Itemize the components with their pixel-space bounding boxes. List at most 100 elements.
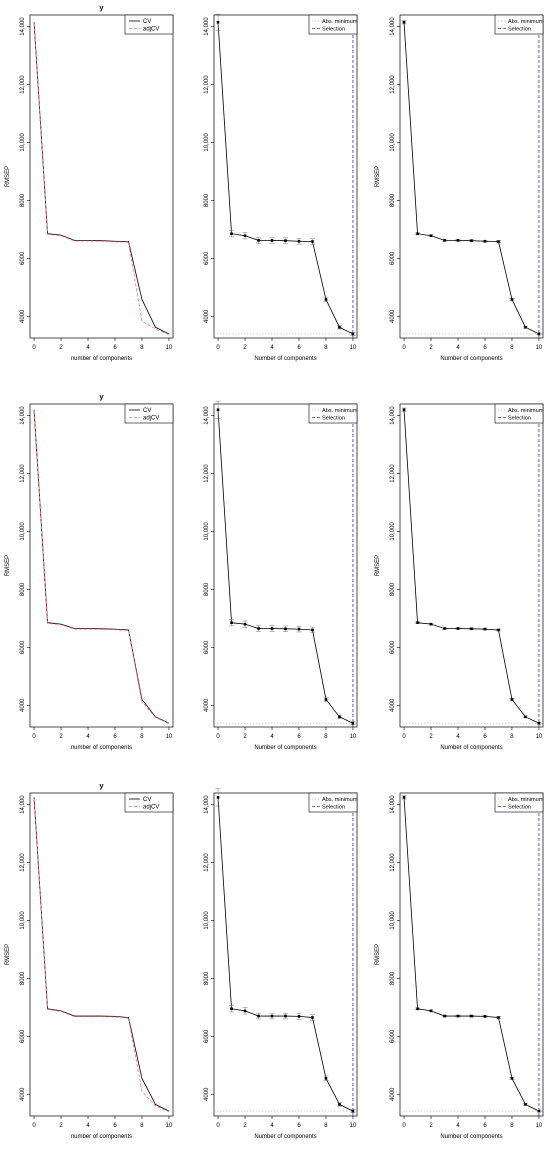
x-tick-label: 0: [216, 734, 220, 740]
y-tick-label: 4000: [390, 698, 396, 712]
data-point: [324, 1077, 328, 1080]
x-tick-label: 8: [510, 734, 514, 740]
y-axis-label: RMSEP: [5, 944, 11, 965]
data-point: [216, 20, 220, 24]
legend-box: [308, 792, 358, 813]
data-point: [402, 796, 406, 799]
data-point: [351, 721, 355, 725]
x-tick-label: 6: [113, 734, 117, 740]
y-tick-label: 10,000: [204, 133, 210, 152]
y-tick-label: 14,000: [390, 795, 396, 814]
y-tick-label: 14,000: [390, 17, 396, 36]
legend-entry: Selection: [508, 27, 531, 33]
data-point: [216, 408, 220, 412]
y-tick-label: 8000: [20, 971, 26, 985]
data-point: [324, 298, 328, 301]
y-tick-label: 6000: [20, 640, 26, 654]
plot-frame: [399, 792, 544, 1117]
x-tick-label: 2: [59, 1123, 63, 1129]
data-point: [402, 408, 406, 412]
y-tick-label: 10,000: [204, 911, 210, 930]
x-tick-label: 0: [32, 345, 36, 351]
legend-box: [308, 403, 358, 424]
x-tick-label: 4: [86, 1123, 90, 1129]
x-tick-label: 10: [536, 734, 543, 740]
x-tick-label: 0: [402, 345, 406, 351]
legend-entry: Abs. minimum: [508, 797, 544, 803]
panel-r2c0: 0 2 4 6 8 10 4000 6000 8000 10,000 12,000 14,000 num…: [5, 781, 174, 1140]
legend: Abs. minimum Selection: [308, 792, 358, 813]
legend-entry: adjCV: [143, 416, 159, 422]
data-point: [483, 239, 487, 243]
y-tick-label: 4000: [20, 1087, 26, 1101]
x-tick-label: 8: [324, 734, 328, 740]
x-tick-label: 2: [243, 1123, 247, 1129]
series-line-adjcv: [33, 23, 170, 335]
data-point: [497, 240, 500, 243]
x-tick-label: 8: [324, 1123, 328, 1129]
data-point: [338, 715, 341, 719]
legend: Abs. minimum Selection: [494, 792, 544, 813]
y-tick-label: 6000: [20, 1029, 26, 1043]
x-tick-label: 6: [297, 345, 301, 351]
x-tick-label: 8: [510, 1123, 514, 1129]
x-tick-label: 10: [350, 1123, 357, 1129]
legend-entry: Abs. minimum: [322, 19, 358, 25]
data-point: [416, 621, 419, 625]
x-tick-label: 8: [510, 345, 514, 351]
data-point: [510, 1077, 514, 1080]
x-tick-label: 10: [166, 345, 173, 351]
y-axis-label: RMSEP: [5, 166, 11, 187]
x-tick-label: 0: [216, 1123, 220, 1129]
data-point: [456, 1014, 460, 1018]
legend-entry: Selection: [322, 805, 345, 811]
data-point: [470, 239, 473, 242]
legend: Abs. minimum Selection: [494, 403, 544, 424]
data-point: [284, 239, 287, 242]
legend: Abs. minimum Selection: [308, 403, 358, 424]
x-tick-label: 6: [113, 345, 117, 351]
x-tick-label: 8: [140, 734, 144, 740]
y-tick-label: 12,000: [204, 853, 210, 872]
x-tick-label: 10: [166, 1123, 173, 1129]
x-tick-label: 10: [166, 734, 173, 740]
legend-box: [494, 403, 544, 424]
data-point: [257, 1014, 260, 1018]
y-tick-label: 14,000: [204, 406, 210, 425]
data-point: [338, 1103, 341, 1106]
rmsep-line: [403, 409, 540, 724]
y-tick-label: 12,000: [204, 75, 210, 94]
x-axis-label: Number of components: [254, 356, 316, 362]
y-tick-label: 6000: [390, 251, 396, 265]
rmsep-line: [217, 22, 354, 335]
x-axis-label: number of components: [71, 1134, 132, 1140]
data-point: [416, 1007, 419, 1011]
data-point: [483, 627, 487, 631]
data-point: [297, 1015, 301, 1018]
data-point: [311, 628, 314, 632]
y-tick-label: 4000: [204, 698, 210, 712]
x-tick-label: 6: [483, 734, 487, 740]
series-line-cv: [33, 22, 170, 335]
legend-entry: Selection: [322, 27, 345, 33]
y-tick-label: 6000: [204, 640, 210, 654]
x-tick-label: 6: [297, 734, 301, 740]
panel-r0c0: 0 2 4 6 8 10 4000 6000 8000 10,000 12,000 14,000 num…: [5, 3, 174, 362]
data-point: [243, 234, 247, 238]
data-point: [429, 234, 433, 238]
legend-entry: Selection: [508, 416, 531, 422]
x-axis-label: Number of components: [440, 745, 502, 751]
x-tick-label: 2: [429, 1123, 433, 1129]
data-point: [351, 1109, 355, 1113]
plot-frame: [399, 403, 544, 728]
chart-title: y: [99, 781, 104, 790]
data-point: [429, 1009, 433, 1013]
y-tick-label: 6000: [204, 251, 210, 265]
data-point: [338, 325, 341, 329]
x-axis-label: number of components: [71, 356, 132, 362]
data-point: [243, 1009, 247, 1013]
legend-entry: Abs. minimum: [322, 797, 358, 803]
rmsep-line: [403, 22, 540, 335]
x-tick-label: 4: [456, 1123, 460, 1129]
legend-entry: adjCV: [143, 805, 159, 811]
